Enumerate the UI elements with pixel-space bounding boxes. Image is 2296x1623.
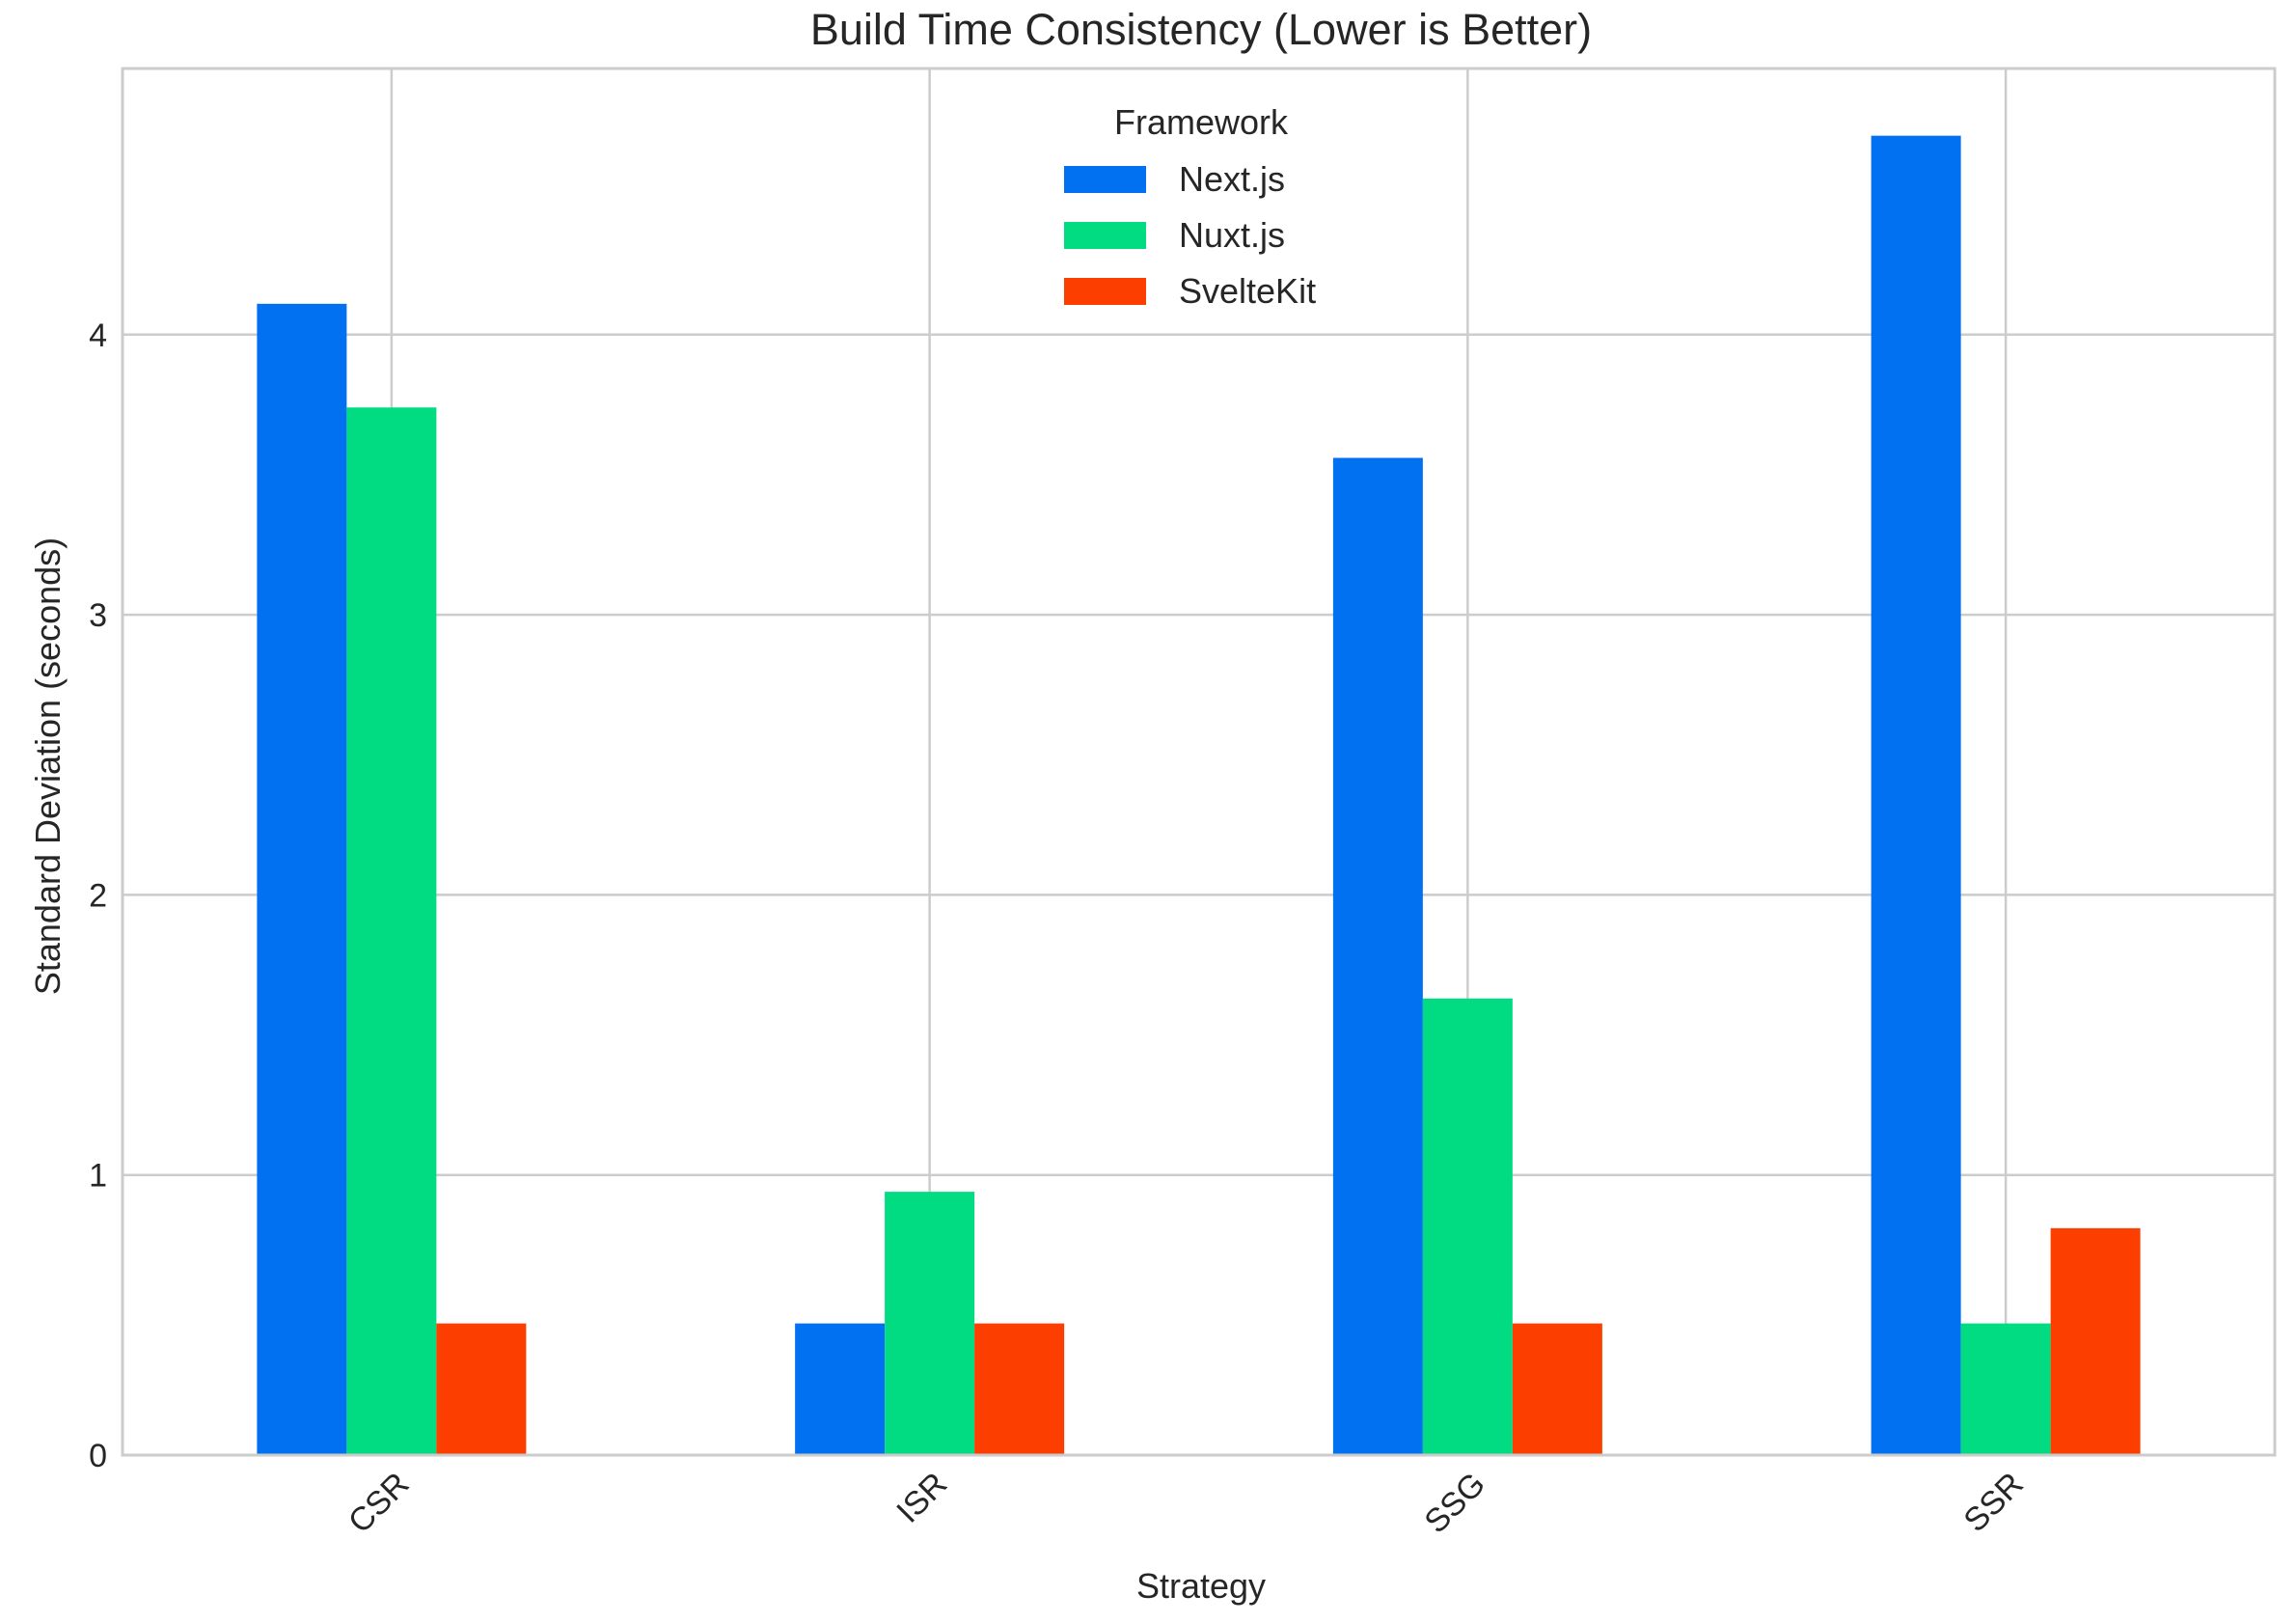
y-tick-label: 4 [89, 317, 107, 354]
legend-label: Next.js [1179, 159, 1285, 199]
bar-nuxt-js-isr [885, 1192, 975, 1455]
bar-nuxt-js-csr [346, 407, 437, 1456]
legend-swatch [1064, 278, 1146, 305]
y-tick-label: 2 [89, 877, 107, 914]
bar-nuxt-js-ssg [1422, 998, 1513, 1455]
y-tick-label: 0 [89, 1438, 107, 1474]
bar-sveltekit-csr [436, 1323, 527, 1455]
x-tick-label: SSR [1956, 1466, 2030, 1539]
y-axis-label: Standard Deviation (seconds) [28, 537, 68, 995]
y-tick-label: 1 [89, 1158, 107, 1195]
x-tick-label: ISR [889, 1466, 954, 1530]
x-tick-label: SSG [1417, 1466, 1492, 1541]
x-axis-label: Strategy [1136, 1566, 1266, 1606]
bar-sveltekit-ssr [2050, 1227, 2141, 1455]
bar-next-js-ssr [1871, 135, 1961, 1455]
legend-label: SvelteKit [1179, 271, 1316, 311]
chart-title: Build Time Consistency (Lower is Better) [810, 5, 1592, 54]
bar-next-js-isr [795, 1323, 886, 1455]
legend-label: Nuxt.js [1179, 215, 1285, 255]
legend-swatch [1064, 166, 1146, 193]
bar-sveltekit-isr [974, 1323, 1065, 1455]
bar-next-js-csr [257, 303, 347, 1456]
bar-next-js-ssg [1332, 457, 1423, 1455]
plot-frame [121, 67, 2277, 1457]
x-tick-label: CSR [342, 1466, 417, 1541]
legend: Framework Next.js Nuxt.js SvelteKit [1064, 102, 1316, 311]
bar-nuxt-js-ssr [1960, 1323, 2051, 1455]
legend-swatch [1064, 222, 1146, 249]
y-tick-label: 3 [89, 597, 107, 634]
bar-sveltekit-ssg [1512, 1323, 1602, 1455]
legend-title: Framework [1114, 102, 1289, 142]
plot-area: 0 1 2 3 4 CSR ISR SSG SSR [89, 67, 2277, 1541]
